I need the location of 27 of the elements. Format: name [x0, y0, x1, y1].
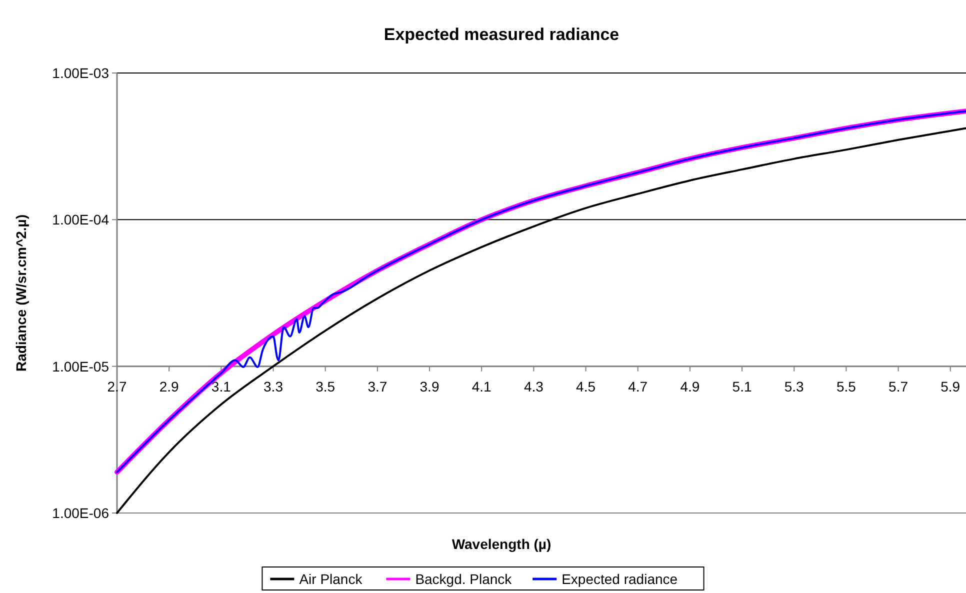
x-tick-label: 3.1	[211, 378, 232, 394]
x-tick-label: 4.9	[680, 378, 700, 394]
x-tick-label: 2.9	[159, 378, 180, 394]
legend-label: Air Planck	[299, 571, 364, 587]
x-tick-label: 5.5	[836, 378, 856, 394]
x-tick-label: 2.7	[107, 378, 127, 394]
x-tick-label: 4.3	[524, 378, 544, 394]
chart-title: Expected measured radiance	[384, 25, 620, 44]
x-tick-label: 4.5	[576, 378, 596, 394]
x-tick-label: 5.3	[784, 378, 804, 394]
y-axis-title: Radiance (W/sr.cm^2.µ)	[13, 214, 29, 372]
x-axis-title: Wavelength (µ)	[452, 536, 552, 552]
x-tick-label: 5.9	[940, 378, 960, 394]
x-tick-label: 3.3	[264, 378, 284, 394]
legend-label: Backgd. Planck	[415, 571, 513, 587]
legend-label: Expected radiance	[562, 571, 678, 587]
x-tick-label: 5.1	[732, 378, 752, 394]
x-tick-label: 3.9	[420, 378, 440, 394]
x-tick-label: 3.7	[368, 378, 388, 394]
x-tick-label: 3.5	[316, 378, 336, 394]
y-tick-label: 1.00E-03	[52, 65, 110, 81]
y-tick-label: 1.00E-04	[52, 212, 110, 228]
x-tick-label: 4.7	[628, 378, 648, 394]
y-tick-label: 1.00E-06	[52, 505, 110, 521]
x-tick-label: 4.1	[472, 378, 492, 394]
y-tick-label: 1.00E-05	[52, 358, 110, 374]
x-tick-label: 5.7	[888, 378, 908, 394]
